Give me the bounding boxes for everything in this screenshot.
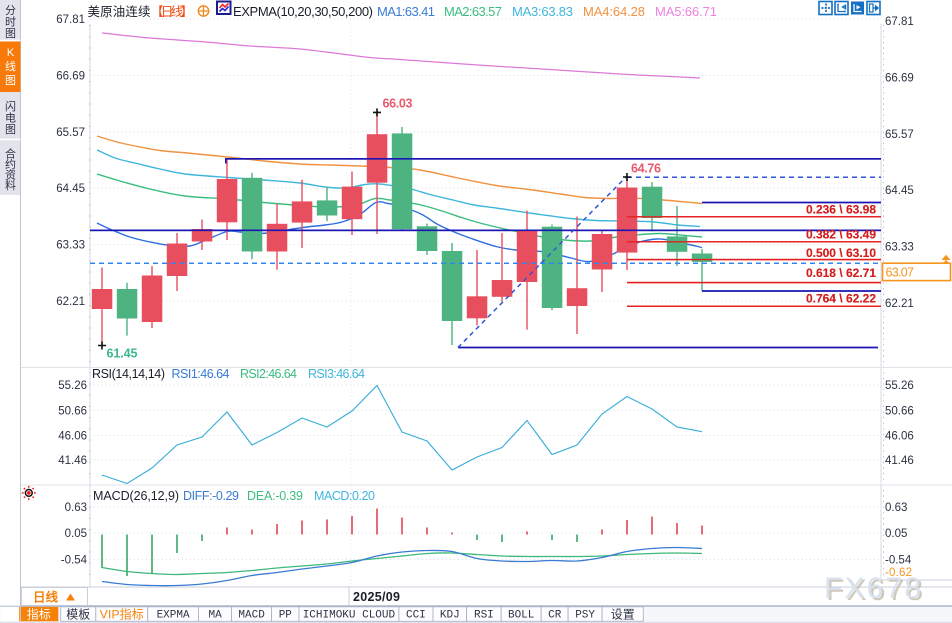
svg-text:FX678: FX678 xyxy=(826,574,923,607)
svg-text:-0.54: -0.54 xyxy=(61,555,88,567)
svg-text:0.764 \ 62.22: 0.764 \ 62.22 xyxy=(806,292,876,306)
svg-text:0.382 \ 63.49: 0.382 \ 63.49 xyxy=(806,228,876,242)
svg-text:55.26: 55.26 xyxy=(58,380,87,392)
svg-text:50.66: 50.66 xyxy=(885,406,914,418)
svg-text:CCI: CCI xyxy=(406,610,426,622)
svg-text:MA1:63.41: MA1:63.41 xyxy=(377,4,435,19)
svg-text:图: 图 xyxy=(5,74,16,87)
svg-text:46.06: 46.06 xyxy=(58,431,87,443)
svg-text:0.05: 0.05 xyxy=(65,528,87,540)
svg-text:MA3:63.83: MA3:63.83 xyxy=(512,4,573,19)
svg-text:MA: MA xyxy=(208,610,222,622)
svg-text:67.81: 67.81 xyxy=(56,14,85,26)
svg-text:合: 合 xyxy=(5,147,16,161)
svg-text:BOLL: BOLL xyxy=(508,610,534,622)
svg-text:66.03: 66.03 xyxy=(383,97,413,111)
svg-text:约: 约 xyxy=(5,158,16,171)
svg-text:K: K xyxy=(7,47,15,59)
svg-text:日线: 日线 xyxy=(33,590,59,605)
svg-text:MACD: MACD xyxy=(238,610,265,622)
svg-text:EXPMA: EXPMA xyxy=(157,610,190,622)
svg-text:62.21: 62.21 xyxy=(885,298,914,310)
svg-text:资: 资 xyxy=(5,169,16,182)
svg-text:0.618 \ 62.71: 0.618 \ 62.71 xyxy=(806,266,876,280)
svg-text:55.26: 55.26 xyxy=(885,380,914,392)
svg-text:64.76: 64.76 xyxy=(631,162,661,176)
svg-text:67.81: 67.81 xyxy=(885,16,914,28)
svg-text:美原油连续: 美原油连续 xyxy=(88,4,151,19)
svg-text:RSI2:46.64: RSI2:46.64 xyxy=(240,367,297,381)
svg-text:64.45: 64.45 xyxy=(56,183,85,195)
svg-text:线: 线 xyxy=(5,59,16,73)
svg-text:PSY: PSY xyxy=(575,610,595,622)
svg-text:66.69: 66.69 xyxy=(56,70,85,82)
svg-text:料: 料 xyxy=(5,178,16,192)
svg-text:MA5:66.71: MA5:66.71 xyxy=(655,4,717,19)
svg-text:63.07: 63.07 xyxy=(886,266,915,280)
svg-text:分: 分 xyxy=(5,4,16,17)
svg-text:【日线】: 【日线】 xyxy=(151,5,193,19)
svg-text:65.57: 65.57 xyxy=(56,127,85,139)
svg-text:KDJ: KDJ xyxy=(440,610,460,622)
svg-text:MA4:64.28: MA4:64.28 xyxy=(583,4,645,19)
svg-text:0.63: 0.63 xyxy=(885,502,907,514)
svg-text:0.500 \ 63.10: 0.500 \ 63.10 xyxy=(806,246,876,260)
svg-text:61.45: 61.45 xyxy=(107,347,138,361)
svg-text:MACD(26,12,9): MACD(26,12,9) xyxy=(93,489,179,503)
svg-text:电: 电 xyxy=(5,112,16,125)
svg-text:46.06: 46.06 xyxy=(885,431,914,443)
svg-text:指标: 指标 xyxy=(27,607,51,622)
svg-text:50.66: 50.66 xyxy=(58,406,87,418)
svg-text:设置: 设置 xyxy=(611,608,635,622)
svg-text:闪: 闪 xyxy=(5,99,16,113)
svg-text:2025/09: 2025/09 xyxy=(353,590,400,604)
svg-text:VIP指标: VIP指标 xyxy=(100,607,144,622)
svg-text:图: 图 xyxy=(5,27,16,40)
svg-text:0.236 \ 63.98: 0.236 \ 63.98 xyxy=(806,203,876,217)
svg-text:63.33: 63.33 xyxy=(885,242,914,254)
svg-text:EXPMA(10,20,30,50,200): EXPMA(10,20,30,50,200) xyxy=(233,4,373,19)
svg-text:41.46: 41.46 xyxy=(885,455,914,467)
svg-text:ICHIMOKU CLOUD: ICHIMOKU CLOUD xyxy=(303,610,396,622)
svg-text:0.63: 0.63 xyxy=(65,502,87,514)
svg-text:图: 图 xyxy=(5,123,16,136)
svg-text:时: 时 xyxy=(5,16,16,29)
svg-text:62.21: 62.21 xyxy=(56,296,85,308)
svg-text:0.05: 0.05 xyxy=(885,528,907,540)
svg-text:66.69: 66.69 xyxy=(885,72,914,84)
svg-text:-0.54: -0.54 xyxy=(885,555,912,567)
svg-text:CR: CR xyxy=(548,610,562,622)
svg-text:DEA:-0.39: DEA:-0.39 xyxy=(247,489,303,503)
svg-text:64.45: 64.45 xyxy=(885,185,914,197)
svg-text:RSI(14,14,14): RSI(14,14,14) xyxy=(92,367,165,381)
svg-text:RSI3:46.64: RSI3:46.64 xyxy=(308,367,365,381)
svg-text:RSI: RSI xyxy=(474,610,494,622)
svg-text:65.57: 65.57 xyxy=(885,129,914,141)
svg-text:DIFF:-0.29: DIFF:-0.29 xyxy=(183,489,239,503)
svg-text:0.764 \ 62.22: 0.764 \ 62.22 xyxy=(806,292,876,306)
svg-text:PP: PP xyxy=(279,610,293,622)
svg-text:63.33: 63.33 xyxy=(56,240,85,252)
svg-text:0.236 \ 63.98: 0.236 \ 63.98 xyxy=(806,203,876,217)
svg-text:MACD:0.20: MACD:0.20 xyxy=(314,489,375,503)
svg-text:模板: 模板 xyxy=(66,608,90,622)
svg-text:FX678: FX678 xyxy=(824,572,921,605)
svg-text:41.46: 41.46 xyxy=(58,455,87,467)
svg-text:MA2:63.57: MA2:63.57 xyxy=(444,4,502,19)
svg-text:-0.62: -0.62 xyxy=(885,567,912,579)
svg-text:0.618 \ 62.71: 0.618 \ 62.71 xyxy=(806,266,876,280)
svg-text:RSI1:46.64: RSI1:46.64 xyxy=(172,367,230,381)
svg-text:0.500 \ 63.10: 0.500 \ 63.10 xyxy=(806,246,876,260)
